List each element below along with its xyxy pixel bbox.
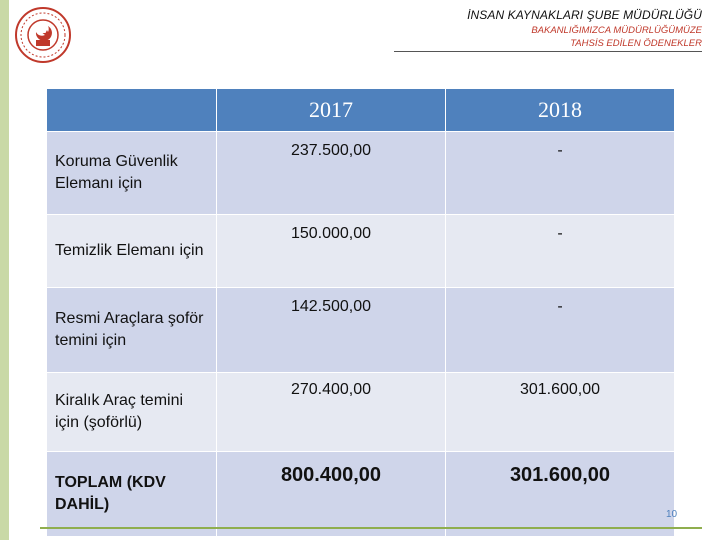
table-row: Resmi Araçlara şoför temini için 142.500… xyxy=(46,287,675,373)
table-row: Temizlik Elemanı için 150.000,00 - xyxy=(46,214,675,288)
header-title: İNSAN KAYNAKLARI ŞUBE MÜDÜRLÜĞÜ xyxy=(467,8,702,22)
header-subtitle-line1: BAKANLIĞIMIZCA MÜDÜRLÜĞÜMÜZE xyxy=(531,25,702,36)
value-2018: - xyxy=(445,131,675,215)
table-row: Kiralık Araç temini için (şoförlü) 270.4… xyxy=(46,372,675,452)
table-total-row: TOPLAM (KDV DAHİL) 800.400,00 301.600,00 xyxy=(46,451,675,537)
ministry-seal-logo xyxy=(15,7,71,63)
row-label: Temizlik Elemanı için xyxy=(46,214,217,288)
row-label: Resmi Araçlara şoför temini için xyxy=(46,287,217,373)
column-header-label xyxy=(46,88,217,132)
footer-divider xyxy=(40,527,702,529)
total-2017: 800.400,00 xyxy=(216,451,446,537)
value-2017: 237.500,00 xyxy=(216,131,446,215)
value-2017: 142.500,00 xyxy=(216,287,446,373)
value-2018: - xyxy=(445,287,675,373)
row-label: Kiralık Araç temini için (şoförlü) xyxy=(46,372,217,452)
total-2018: 301.600,00 xyxy=(445,451,675,537)
column-header-2017: 2017 xyxy=(216,88,446,132)
total-label: TOPLAM (KDV DAHİL) xyxy=(46,451,217,537)
column-header-2018: 2018 xyxy=(445,88,675,132)
header-divider xyxy=(394,51,702,52)
value-2017: 270.400,00 xyxy=(216,372,446,452)
header-subtitle-line2: TAHSİS EDİLEN ÖDENEKLER xyxy=(570,38,702,49)
table-row: Koruma Güvenlik Elemanı için 237.500,00 … xyxy=(46,131,675,215)
value-2018: - xyxy=(445,214,675,288)
value-2018: 301.600,00 xyxy=(445,372,675,452)
row-label: Koruma Güvenlik Elemanı için xyxy=(46,131,217,215)
left-accent-bar xyxy=(0,0,9,540)
page-number: 10 xyxy=(666,509,678,520)
table-header-row: 2017 2018 xyxy=(46,88,675,132)
value-2017: 150.000,00 xyxy=(216,214,446,288)
budget-table: 2017 2018 Koruma Güvenlik Elemanı için 2… xyxy=(46,88,675,537)
